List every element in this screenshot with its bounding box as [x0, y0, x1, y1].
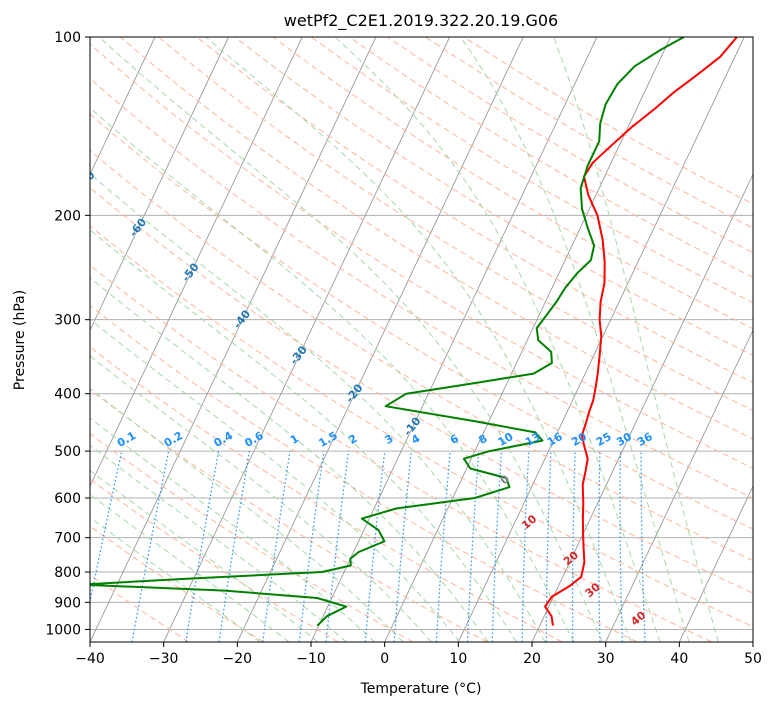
y-tick-label: 600 — [54, 491, 81, 507]
dry-adiabat-line — [90, 304, 638, 642]
isotherm-line — [531, 173, 753, 642]
isotherm-line — [90, 37, 230, 332]
y-tick-label: 100 — [54, 30, 81, 46]
dry-adiabat-label: -70 — [75, 169, 98, 193]
isotherm-line — [90, 37, 156, 176]
x-tick-label: 10 — [449, 651, 467, 667]
y-tick-label: 800 — [54, 565, 81, 581]
dry-adiabat-line — [234, 37, 753, 356]
x-tick-label: 20 — [523, 651, 541, 667]
dry-adiabat-line — [90, 77, 753, 499]
dry-adiabat-line — [90, 43, 753, 469]
isotherm-line — [90, 37, 377, 642]
profile-series — [90, 37, 738, 627]
moist-adiabat-line — [90, 173, 546, 642]
x-tick-label: 40 — [670, 651, 688, 667]
mixing-ratio-line — [325, 451, 350, 642]
dry-adiabat-line — [90, 187, 753, 594]
y-axis-label: Pressure (hPa) — [12, 290, 28, 390]
isotherm-line — [384, 37, 672, 642]
y-tick-label: 300 — [54, 313, 81, 329]
x-tick-label: −30 — [149, 651, 179, 667]
moist-adiabat-line — [90, 355, 432, 642]
y-axis-ticks: 100 200 300 400 500 600 700 800 900 1000 — [45, 30, 90, 638]
x-tick-label: −10 — [296, 651, 326, 667]
chart-title: wetPf2_C2E1.2019.322.20.19.G06 — [284, 11, 558, 31]
moist-adiabat-line — [90, 387, 404, 642]
moist-adiabat-line — [90, 444, 347, 642]
moist-adiabat-line — [90, 318, 461, 642]
y-tick-label: 1000 — [45, 622, 81, 638]
x-tick-label: 50 — [744, 651, 762, 667]
dry-adiabat-line — [90, 264, 712, 642]
moist-adiabat-line — [90, 277, 489, 642]
isotherm-line — [90, 37, 303, 488]
dewpoint-line — [90, 37, 685, 627]
x-tick-label: −40 — [75, 651, 105, 667]
x-tick-label: 0 — [380, 651, 389, 667]
y-tick-label: 700 — [54, 531, 81, 547]
moist-adiabat-line — [90, 229, 517, 642]
dry-adiabat-line — [120, 37, 753, 440]
isotherm-line — [163, 37, 451, 642]
dry-adiabat-line — [90, 225, 753, 628]
x-tick-label: 30 — [597, 651, 615, 667]
isotherm-line — [678, 485, 753, 642]
y-tick-label: 500 — [54, 444, 81, 460]
temperature-line — [544, 37, 738, 626]
y-tick-label: 900 — [54, 595, 81, 611]
dry-adiabat-line — [196, 37, 753, 384]
isotherm-grid — [90, 37, 753, 642]
mixing-ratio-line — [364, 451, 386, 642]
moist-adiabat-lines — [90, 37, 719, 642]
isotherm-line — [605, 329, 753, 642]
plot-frame — [89, 36, 754, 643]
dry-adiabat-lines — [90, 37, 753, 642]
moist-adiabat-line — [460, 37, 690, 642]
plot-background — [90, 37, 753, 642]
dry-adiabat-line — [90, 346, 563, 642]
mixing-ratio-line — [393, 451, 412, 642]
dry-adiabat-line — [90, 574, 190, 642]
moist-adiabat-line — [98, 37, 603, 642]
moist-adiabat-line — [90, 417, 376, 642]
moist-adiabat-line — [90, 516, 261, 642]
mixing-ratio-line — [262, 451, 291, 642]
mixing-ratio-lines — [90, 450, 646, 642]
y-tick-label: 400 — [54, 387, 81, 403]
isotherm-line — [236, 37, 524, 642]
mixing-ratio-line — [298, 451, 325, 642]
dry-adiabat-line — [90, 433, 414, 642]
moist-adiabat-line — [553, 37, 719, 642]
moist-adiabat-line — [334, 37, 661, 642]
moist-adiabat-line — [205, 37, 632, 642]
dry-adiabat-line — [272, 37, 753, 330]
mixing-ratio-line — [218, 450, 250, 642]
x-axis-label: Temperature (°C) — [360, 681, 482, 697]
y-tick-label: 200 — [54, 208, 81, 224]
x-tick-label: −20 — [223, 651, 253, 667]
x-axis-ticks: −40 −30 −20 −10 0 10 20 30 40 50 — [75, 642, 762, 667]
dry-adiabat-line — [90, 478, 339, 642]
dry-adiabat-line — [90, 389, 488, 642]
